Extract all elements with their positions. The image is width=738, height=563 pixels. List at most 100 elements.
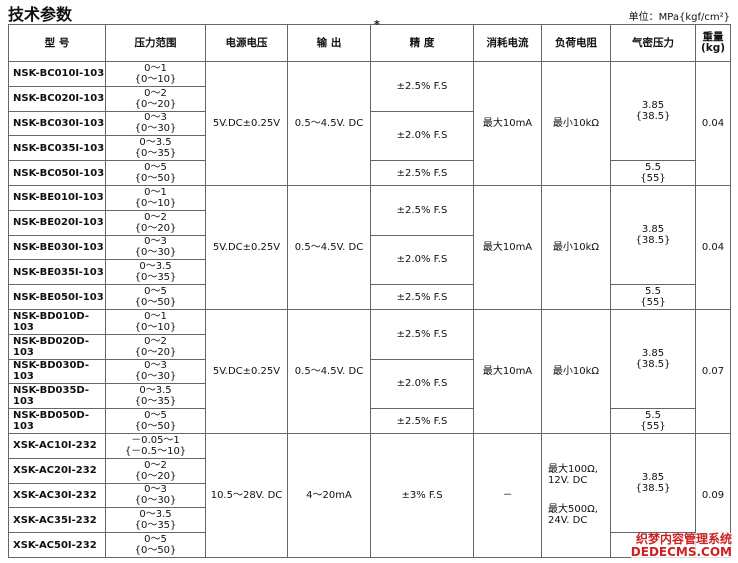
range-line: 0～2 xyxy=(144,459,167,471)
table-row: NSK-BD030D-103 0～3 {0～30} ±2.0% F.S xyxy=(8,358,731,410)
model: NSK-BC020I-103 xyxy=(8,85,106,112)
airtight-line: {55} xyxy=(640,297,666,309)
supply-voltage: 5V.DC±0.25V xyxy=(205,61,288,186)
airtight-line: {38.5} xyxy=(635,359,671,371)
range-line: 0～3.5 xyxy=(139,261,172,273)
output: 0.5～4.5V. DC xyxy=(287,184,371,310)
column-header: 负荷电阻 xyxy=(541,24,611,62)
airtight-line: 5.5 xyxy=(645,162,661,174)
accuracy: ±2.0% F.S xyxy=(370,358,474,410)
model: NSK-BD050D-103 xyxy=(8,408,106,434)
table-row: XSK-AC10I-232 －0.05～1 {－0.5～10} 10.5～28V. D… xyxy=(8,432,731,558)
table-row: NSK-BC020I-103 0～2 {0～20} xyxy=(8,85,731,112)
pressure-range: －0.05～1 {－0.5～10} xyxy=(105,432,206,459)
accuracy: ±2.5% F.S xyxy=(370,61,474,112)
accuracy: ±2.5% F.S xyxy=(370,408,474,434)
header-text: 型 号 xyxy=(44,36,70,49)
range-line: 0～1 xyxy=(144,186,167,198)
airtight-pressure: 3.85 {38.5} xyxy=(610,184,696,286)
range-line: 0～3 xyxy=(144,236,167,248)
range-line: {0～10} xyxy=(134,321,177,333)
model: NSK-BE010I-103 xyxy=(8,184,106,211)
range-line: 0～1 xyxy=(144,62,167,74)
airtight-pressure: 3.85 {38.5} xyxy=(610,308,696,410)
header-text: 消耗电流 xyxy=(486,36,529,49)
pressure-range: 0～1 {0～10} xyxy=(105,184,206,211)
airtight-line: {38.5} xyxy=(635,483,671,495)
supply-voltage: 5V.DC±0.25V xyxy=(205,308,288,434)
airtight-line: {55} xyxy=(640,421,666,433)
pressure-range: 0～3.5 {0～35} xyxy=(105,135,206,162)
table-row: NSK-BC030I-103 0～3 {0～30} ±2.0% F.S xyxy=(8,110,731,162)
header-text: 精 度 xyxy=(409,36,435,49)
load-resistance: 最小10kΩ xyxy=(541,184,611,310)
pressure-range: 0～1 {0～10} xyxy=(105,61,206,87)
airtight-line: 5.5 xyxy=(645,286,661,298)
range-line: {0～20} xyxy=(134,98,177,110)
table-row: NSK-BC050I-103 0～5 {0～50} ±2.5% F.S 5.5 {55} xyxy=(8,160,731,186)
pressure-range: 0～3.5 {0～35} xyxy=(105,383,206,410)
accuracy: ±2.5% F.S xyxy=(370,308,474,360)
model: NSK-BC050I-103 xyxy=(8,160,106,186)
range-line: 0～5 xyxy=(144,286,167,298)
airtight-line: 3.85 xyxy=(641,224,665,236)
range-line: 0～2 xyxy=(144,87,167,99)
pressure-range: 0～5 {0～50} xyxy=(105,532,206,558)
resistance-line: 12V. DC xyxy=(548,475,588,487)
model: NSK-BD020D-103 xyxy=(8,333,106,360)
resistance-line: 最小10kΩ xyxy=(552,365,600,377)
header-text: 输 出 xyxy=(316,36,342,49)
model: NSK-BC010I-103 xyxy=(8,61,106,87)
range-line: {0～20} xyxy=(134,222,177,234)
airtight-line: 3.85 xyxy=(641,100,665,112)
table-row: NSK-BE050I-103 0～5 {0～50} ±2.5% F.S 5.5 {55} xyxy=(8,284,731,310)
range-line: {0～20} xyxy=(134,470,177,482)
table-body: NSK-BC010I-103 0～1 {0～10} 5V.DC±0.25V 0.5～4.… xyxy=(8,60,731,558)
range-line: 0～2 xyxy=(144,211,167,223)
header-text: 气密压力 xyxy=(632,36,674,49)
range-line: 0～3 xyxy=(144,484,167,496)
accuracy: ±2.0% F.S xyxy=(370,234,474,286)
accuracy: ±2.0% F.S xyxy=(370,110,474,162)
accuracy: ±2.5% F.S xyxy=(370,184,474,236)
airtight-pressure: 5.5 {55} xyxy=(610,284,696,310)
table-row: NSK-BE035I-103 0～3.5 {0～35} xyxy=(8,259,731,286)
accuracy: ±2.5% F.S xyxy=(370,160,474,186)
output: 4～20mA xyxy=(287,432,371,558)
supply-voltage: 5V.DC±0.25V xyxy=(205,184,288,310)
table-row: NSK-BD020D-103 0～2 {0～20} xyxy=(8,333,731,360)
model: NSK-BC035I-103 xyxy=(8,135,106,162)
model: NSK-BD010D-103 xyxy=(8,308,106,335)
range-line: {0～20} xyxy=(134,346,177,358)
pressure-range: 0～2 {0～20} xyxy=(105,85,206,112)
table-row: NSK-BE020I-103 0～2 {0～20} xyxy=(8,209,731,236)
pressure-range: 0～1 {0～10} xyxy=(105,308,206,335)
output: 0.5～4.5V. DC xyxy=(287,61,371,186)
resistance-line: 最大100Ω, xyxy=(548,464,598,476)
model: XSK-AC10I-232 xyxy=(8,432,106,459)
supply-voltage: 10.5～28V. DC xyxy=(205,432,288,558)
current: － xyxy=(473,432,542,558)
pressure-range: 0～3 {0～30} xyxy=(105,482,206,509)
pressure-range: 0～3 {0～30} xyxy=(105,110,206,137)
column-header: 电源电压 xyxy=(205,24,288,62)
header-row: 型 号 压力范围 电源电压 输 出 精 度 * 消耗电流 负荷电阻 气密压力 重量 (kg) xyxy=(8,19,731,62)
range-line: {－0.5～10} xyxy=(124,445,187,457)
model: XSK-AC30I-232 xyxy=(8,482,106,509)
range-line: {0～50} xyxy=(134,421,177,433)
model: XSK-AC20I-232 xyxy=(8,457,106,484)
column-header: 重量 (kg) xyxy=(695,24,731,62)
model: NSK-BE035I-103 xyxy=(8,259,106,286)
range-line: {0～10} xyxy=(134,197,177,209)
airtight-line: {38.5} xyxy=(635,111,671,123)
watermark: 织梦内容管理系统 DEDECMS.COM xyxy=(630,533,732,559)
range-line: 0～3.5 xyxy=(139,385,172,397)
range-line: {0～50} xyxy=(134,297,177,309)
column-header: 输 出 xyxy=(287,24,371,62)
airtight-pressure: 3.85 {38.5} xyxy=(610,60,696,162)
pressure-range: 0～2 {0～20} xyxy=(105,333,206,360)
airtight-line: 5.5 xyxy=(645,410,661,422)
resistance-line: 最大500Ω, xyxy=(548,504,598,516)
model: NSK-BE050I-103 xyxy=(8,284,106,310)
